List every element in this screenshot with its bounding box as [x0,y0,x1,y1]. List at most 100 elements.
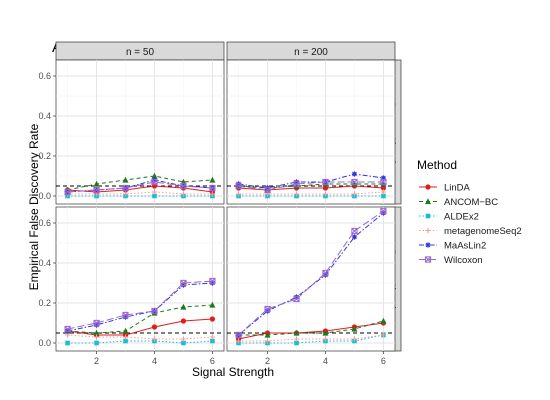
panel-n-200-dense-signal: 2 4 6 [226,206,396,366]
data-point [209,184,216,192]
x-tick-label: 2 [94,356,99,366]
data-point [209,191,216,197]
series-metagenomeseq2 [235,332,387,344]
panel-frame [226,206,396,352]
data-point [322,329,329,336]
data-point [380,185,387,191]
y-tick-label: 0.2 [38,151,51,161]
data-point [380,175,387,181]
series-wilcoxon [235,207,387,339]
data-point [122,191,129,197]
data-point [93,334,100,340]
column-strip-label: n = 50 [126,47,155,58]
data-point [151,189,158,195]
series-line [238,210,384,336]
data-point [293,294,300,300]
data-point [351,325,358,332]
series-metagenomeseq2 [235,189,387,197]
y-tick-label: 0.4 [38,258,51,268]
data-point [322,191,329,197]
data-point [209,301,216,308]
data-point [180,191,187,197]
data-point [122,314,129,320]
legend-marker [425,213,431,219]
data-point [351,234,358,240]
series-wilcoxon [64,277,216,333]
series-line [67,318,213,336]
data-point [93,180,100,187]
data-point [180,336,187,342]
data-point [293,191,300,197]
data-point [293,179,300,185]
data-point [380,178,387,186]
y-tick-label: 0.4 [38,111,51,121]
data-point [235,338,242,344]
legend-label: metagenomeSeq2 [444,226,522,237]
legend-marker [425,227,431,234]
legend-marker [425,242,431,248]
data-point [351,227,358,235]
data-point [322,336,329,342]
data-point [235,182,242,190]
data-point [93,319,100,327]
series-maaslin2 [235,210,387,338]
x-tick-label: 6 [210,356,215,366]
x-tick-label: 4 [152,356,157,366]
x-tick-label: 2 [265,356,270,366]
data-point [181,340,186,346]
legend-item-maaslin2: MaAsLin2 [419,241,486,252]
data-point [64,328,71,334]
series-metagenomeseq2 [64,332,216,342]
data-point [180,279,187,287]
series-line [238,181,384,191]
data-point [322,272,329,278]
data-point [380,317,387,324]
data-point [322,185,329,191]
data-point [93,322,100,328]
data-point [235,181,242,187]
data-point [209,316,216,322]
y-tick-label: 0.6 [38,218,51,228]
legend-item-wilcoxon: Wilcoxon [419,255,483,266]
legend-marker [425,184,431,190]
column-strip-label: n = 200 [294,47,328,58]
data-point [152,193,157,199]
legend-marker [424,256,432,263]
y-axis-title: Empirical False Discovery Rate [27,123,41,290]
data-point [151,324,158,330]
data-point [351,336,358,342]
data-point [264,338,271,344]
x-tick-label: 6 [381,356,386,366]
series-line [67,304,213,334]
data-point [293,182,300,189]
data-point [293,329,300,336]
data-point [351,171,358,177]
data-point [351,191,358,197]
x-tick-label: 4 [323,356,328,366]
y-tick-label: 0.0 [38,191,51,201]
series-line [238,173,384,189]
data-point [123,338,128,344]
data-point [151,177,158,183]
series-line [67,282,213,332]
data-point [264,331,271,338]
data-point [180,318,187,324]
y-tick-label: 0.0 [38,338,51,348]
data-point [122,327,129,334]
data-point [351,178,358,186]
data-point [351,180,358,187]
data-point [93,186,100,194]
data-point [151,178,158,186]
data-point [180,182,187,190]
legend-label: ALDEx2 [444,212,479,223]
data-point [293,295,300,303]
data-point [322,178,329,186]
legend: Method LinDA ANCOM−BC ALDEx2 metagenomeSeq2 M… [417,158,522,266]
data-point [64,325,71,333]
series-wilcoxon [235,178,387,194]
column-strip-n-50: n = 50 [55,41,225,61]
panel-n-50-dense-signal: 0.0 0.2 0.4 0.6 2 4 6 [38,206,225,366]
data-point [380,210,387,216]
data-point [64,188,71,196]
